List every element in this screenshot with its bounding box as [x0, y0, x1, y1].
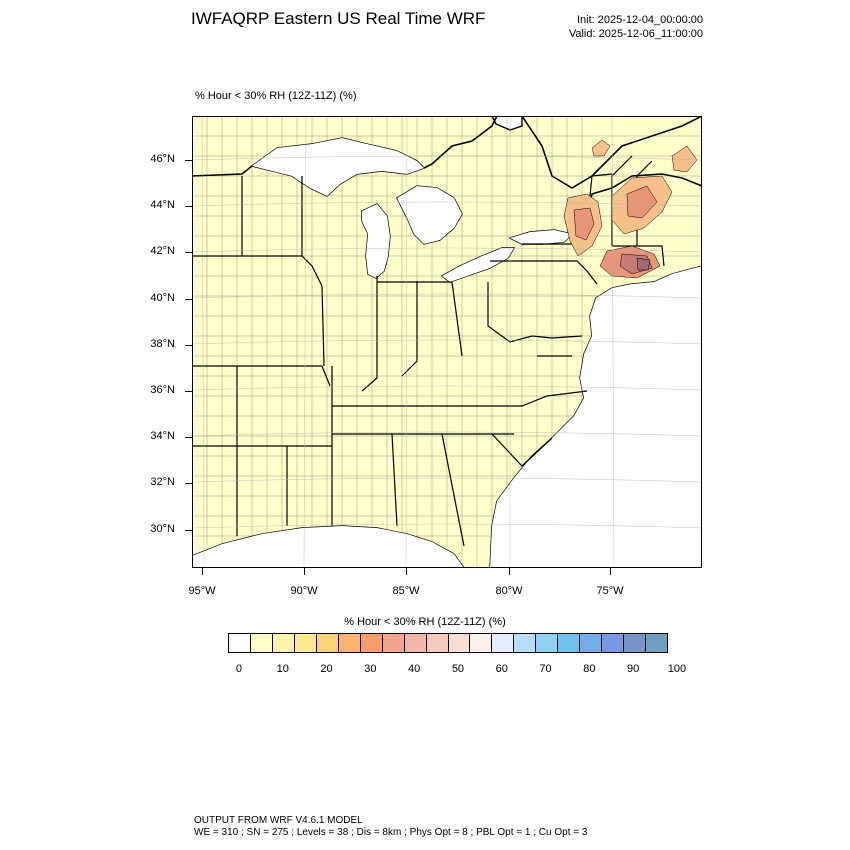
colorbar-label: 100: [667, 663, 687, 675]
model-footer: OUTPUT FROM WRF V4.6.1 MODEL WE = 310 ; …: [194, 815, 587, 839]
model-config: WE = 310 ; SN = 275 ; Levels = 38 ; Dis …: [194, 827, 588, 838]
lat-tick: [185, 298, 192, 300]
lon-label: 90°W: [290, 585, 318, 597]
map-panel: [192, 116, 702, 568]
init-time: Init: 2025-12-04_00:00:00: [577, 14, 703, 26]
lat-label: 42°N: [150, 245, 175, 258]
lon-tick: [406, 568, 407, 575]
lon-label: 75°W: [596, 585, 624, 597]
map-svg: [192, 116, 702, 568]
colorbar-swatch: [536, 634, 559, 652]
colorbar-label: 60: [495, 663, 508, 675]
colorbar-swatch: [448, 634, 471, 652]
lon-tick: [610, 568, 611, 575]
lat-tick: [185, 483, 192, 485]
lat-label: 46°N: [150, 153, 175, 165]
colorbar-swatch: [250, 634, 273, 652]
colorbar-swatch: [338, 634, 361, 652]
colorbar-swatch: [272, 634, 295, 652]
model-version: OUTPUT FROM WRF V4.6.1 MODEL: [194, 815, 363, 826]
colorbar-swatch: [514, 634, 537, 652]
lat-tick: [185, 437, 192, 439]
colorbar-swatch: [404, 634, 427, 652]
colorbar-swatch: [492, 634, 515, 652]
colorbar-swatch: [624, 634, 647, 652]
lon-tick: [509, 568, 510, 575]
lat-tick: [185, 391, 192, 392]
valid-time: Valid: 2025-12-06_11:00:00: [568, 28, 703, 40]
colorbar-swatch: [229, 634, 251, 652]
colorbar-label: 40: [408, 663, 421, 675]
lat-tick: [185, 160, 192, 161]
graticule: [192, 116, 702, 568]
colorbar-swatch: [646, 634, 668, 652]
colorbar-swatch: [294, 634, 317, 652]
lat-tick: [185, 206, 192, 208]
lat-label: 36°N: [150, 384, 175, 396]
dry-air-areas: [563, 139, 698, 279]
colorbar-label: 50: [451, 663, 465, 675]
colorbar-label: 70: [539, 663, 552, 675]
lat-label: 40°N: [150, 291, 175, 304]
lon-tick: [202, 568, 203, 575]
colorbar-swatch: [382, 634, 405, 652]
lat-label: 32°N: [150, 476, 175, 489]
colorbar-swatch: [360, 634, 383, 652]
plot-title: IWFAQRP Eastern US Real Time WRF: [191, 9, 486, 28]
lon-label: 95°W: [188, 585, 216, 597]
init-valid-times: Init: 2025-12-04_00:00:00 Valid: 2025-12…: [569, 13, 703, 41]
water-mask: [192, 138, 702, 568]
colorbar-label: 0: [235, 663, 242, 675]
colorbar-label: 10: [276, 663, 289, 675]
colorbar-label: 20: [320, 663, 333, 675]
lat-tick: [185, 529, 192, 531]
colorbar-swatch: [426, 634, 449, 652]
lon-label: 85°W: [392, 585, 420, 597]
colorbar-swatch: [316, 634, 339, 652]
lon-tick: [304, 568, 305, 575]
colorbar-label: 80: [583, 663, 596, 675]
colorbar-title: % Hour < 30% RH (12Z-11Z) (%): [344, 616, 506, 628]
lat-tick: [185, 344, 192, 346]
colorbar: [228, 633, 668, 653]
lat-label: 30°N: [150, 522, 175, 535]
colorbar-swatch: [580, 634, 603, 652]
lat-label: 38°N: [150, 337, 175, 350]
colorbar-label: 30: [364, 663, 377, 675]
colorbar-swatch: [558, 634, 581, 652]
lon-label: 80°W: [495, 585, 523, 597]
lat-label: 44°N: [150, 199, 175, 212]
lat-label: 34°N: [150, 430, 175, 443]
colorbar-swatch: [602, 634, 625, 652]
colorbar-label: 90: [627, 663, 640, 675]
lat-tick: [185, 252, 192, 254]
field-label: % Hour < 30% RH (12Z-11Z) (%): [195, 90, 357, 102]
colorbar-swatch: [470, 634, 493, 652]
